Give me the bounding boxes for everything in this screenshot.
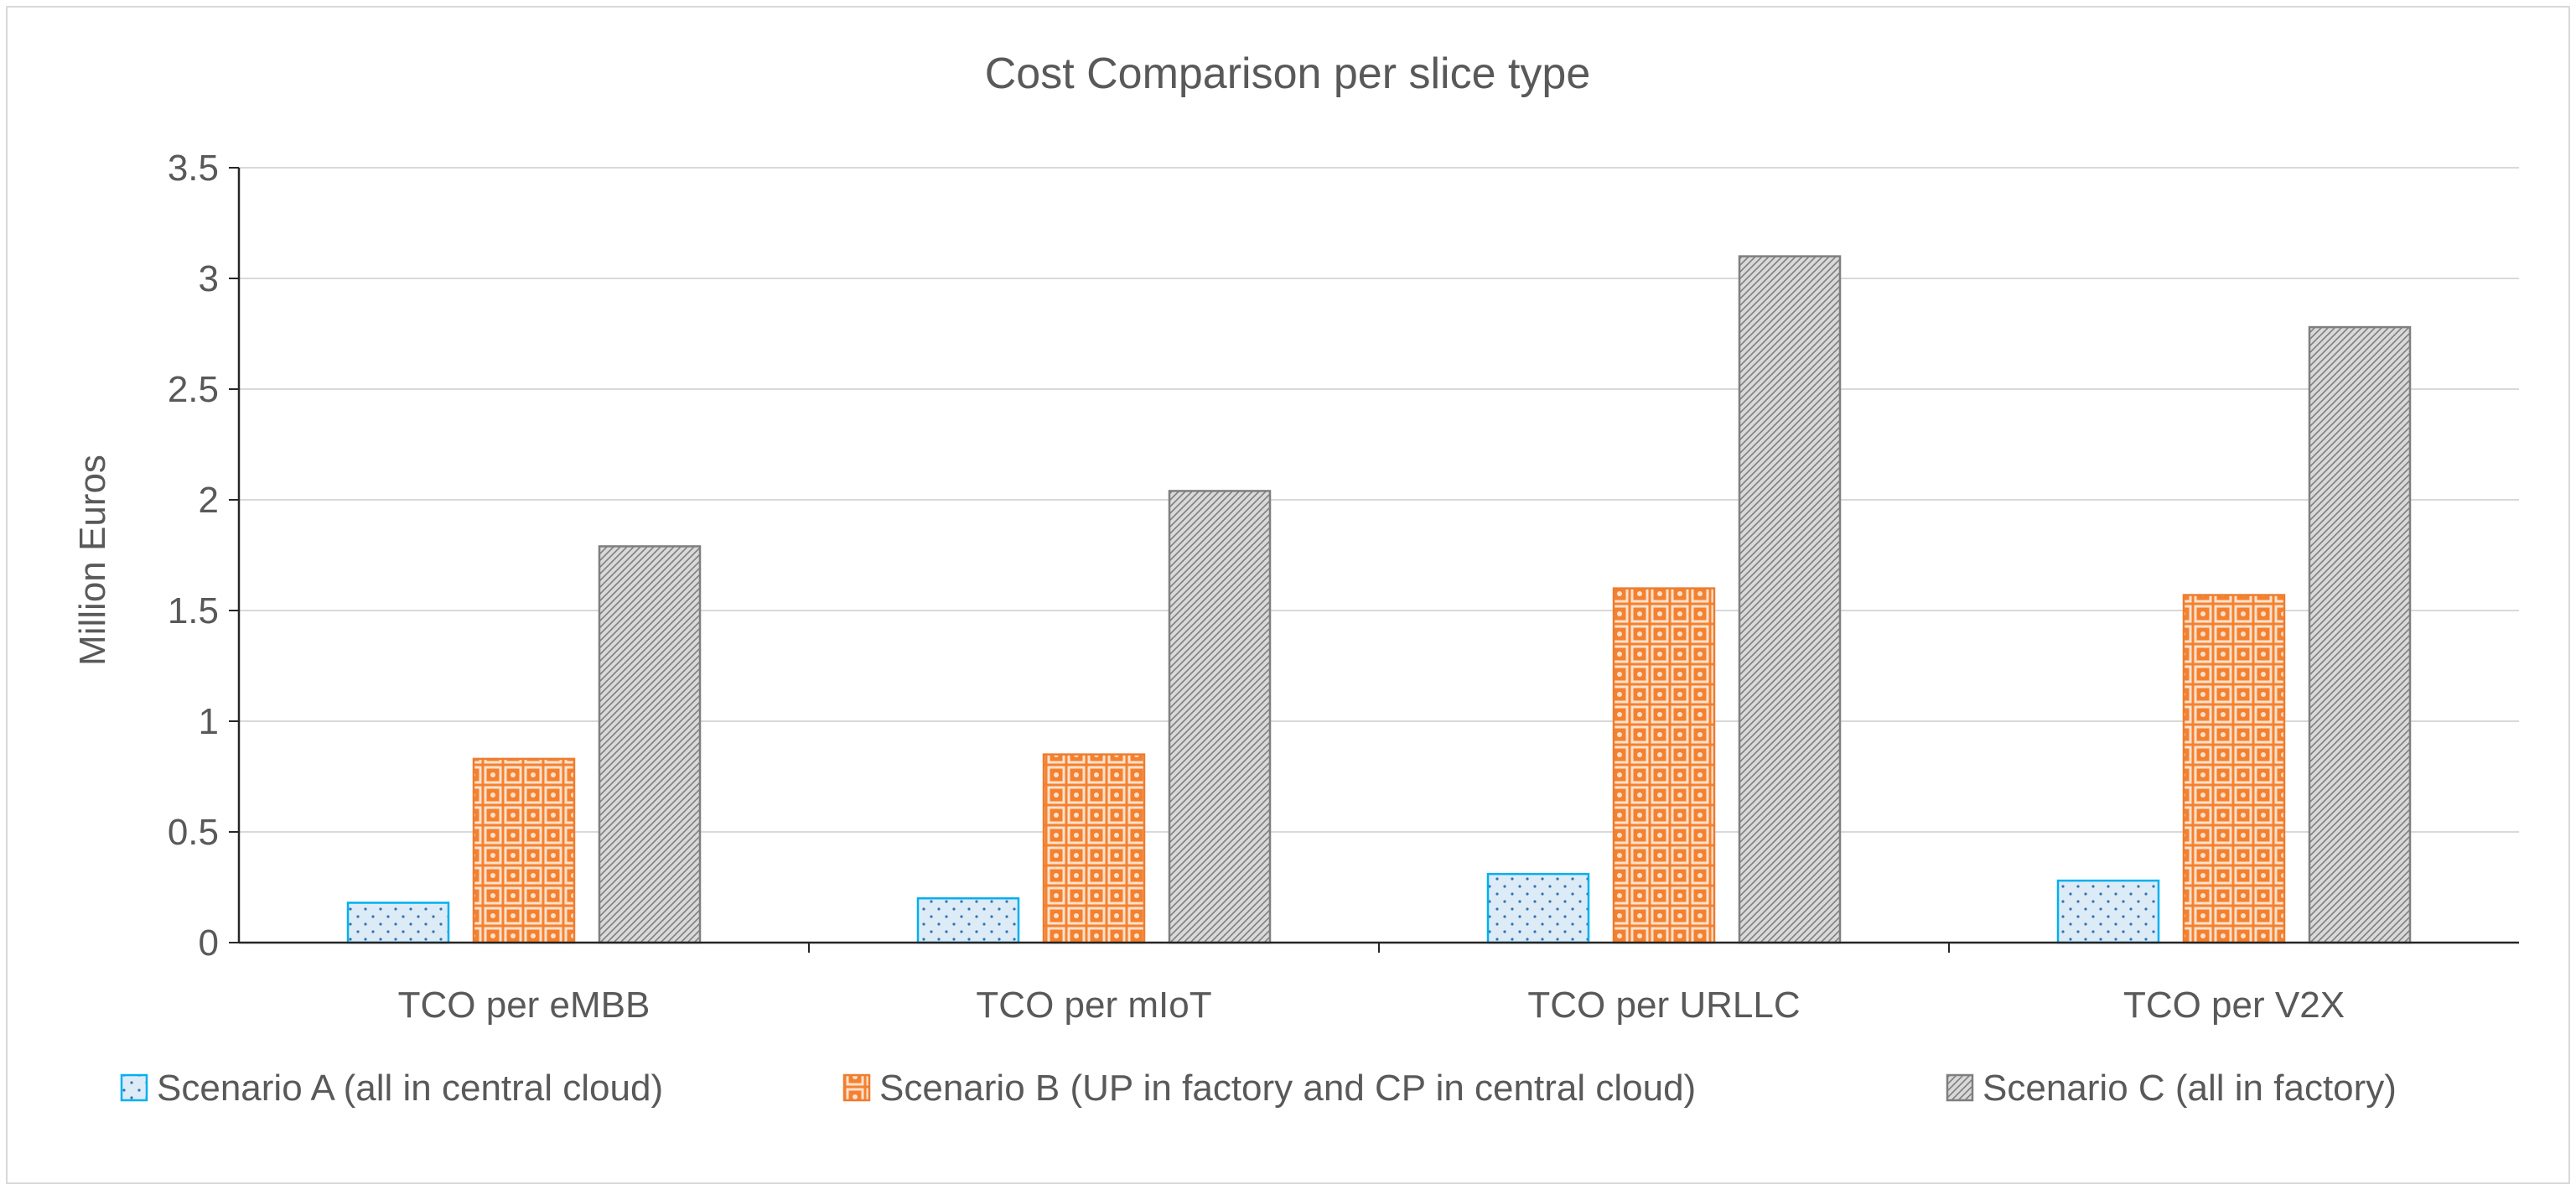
- bar-scenario-b: [1042, 753, 1146, 944]
- bar-scenario-c: [1168, 490, 1272, 944]
- legend-label-scenario-a: Scenario A (all in central cloud): [157, 1068, 663, 1109]
- y-tick-label: 3: [199, 258, 219, 299]
- y-axis-ticks: 0 0.5 1 1.5 2 2.5 3 3.5: [168, 148, 239, 964]
- y-tick-label: 0.5: [168, 812, 219, 853]
- bar-scenario-c: [598, 545, 702, 944]
- x-tick-label: TCO per mIoT: [976, 985, 1211, 1026]
- bar-scenario-a: [916, 896, 1020, 944]
- bar-scenario-a: [346, 902, 450, 944]
- x-tick-label: TCO per V2X: [2123, 985, 2345, 1026]
- chart-border: [6, 6, 2570, 1184]
- legend-label-scenario-c: Scenario C (all in factory): [1983, 1068, 2397, 1109]
- x-axis-ticks: TCO per eMBB TCO per mIoT TCO per URLLC TCO…: [398, 943, 2345, 1026]
- bar-scenario-b: [1612, 587, 1716, 944]
- y-tick-label: 0: [199, 922, 219, 964]
- x-tick-label: TCO per URLLC: [1527, 985, 1800, 1026]
- bars: [346, 255, 2412, 944]
- bar-scenario-a: [2056, 879, 2160, 944]
- chart-title: Cost Comparison per slice type: [985, 49, 1591, 98]
- bar-scenario-a: [1486, 872, 1590, 944]
- bar-scenario-c: [2308, 325, 2412, 944]
- y-tick-label: 2: [199, 480, 219, 521]
- legend: Scenario A (all in central cloud) Scenari…: [120, 1068, 2397, 1109]
- y-tick-label: 3.5: [168, 148, 219, 189]
- bar-scenario-b: [2182, 594, 2286, 944]
- bar-scenario-c: [1738, 255, 1842, 944]
- x-tick-label: TCO per eMBB: [398, 985, 650, 1026]
- legend-swatch-scenario-a: [120, 1073, 148, 1102]
- bar-scenario-b: [472, 757, 576, 944]
- y-tick-label: 2.5: [168, 369, 219, 410]
- y-tick-label: 1.5: [168, 590, 219, 631]
- legend-swatch-scenario-b: [842, 1073, 871, 1102]
- y-tick-label: 1: [199, 701, 219, 742]
- legend-label-scenario-b: Scenario B (UP in factory and CP in cent…: [879, 1068, 1696, 1109]
- legend-swatch-scenario-c: [1946, 1073, 1974, 1102]
- y-axis-label: Million Euros: [72, 455, 113, 666]
